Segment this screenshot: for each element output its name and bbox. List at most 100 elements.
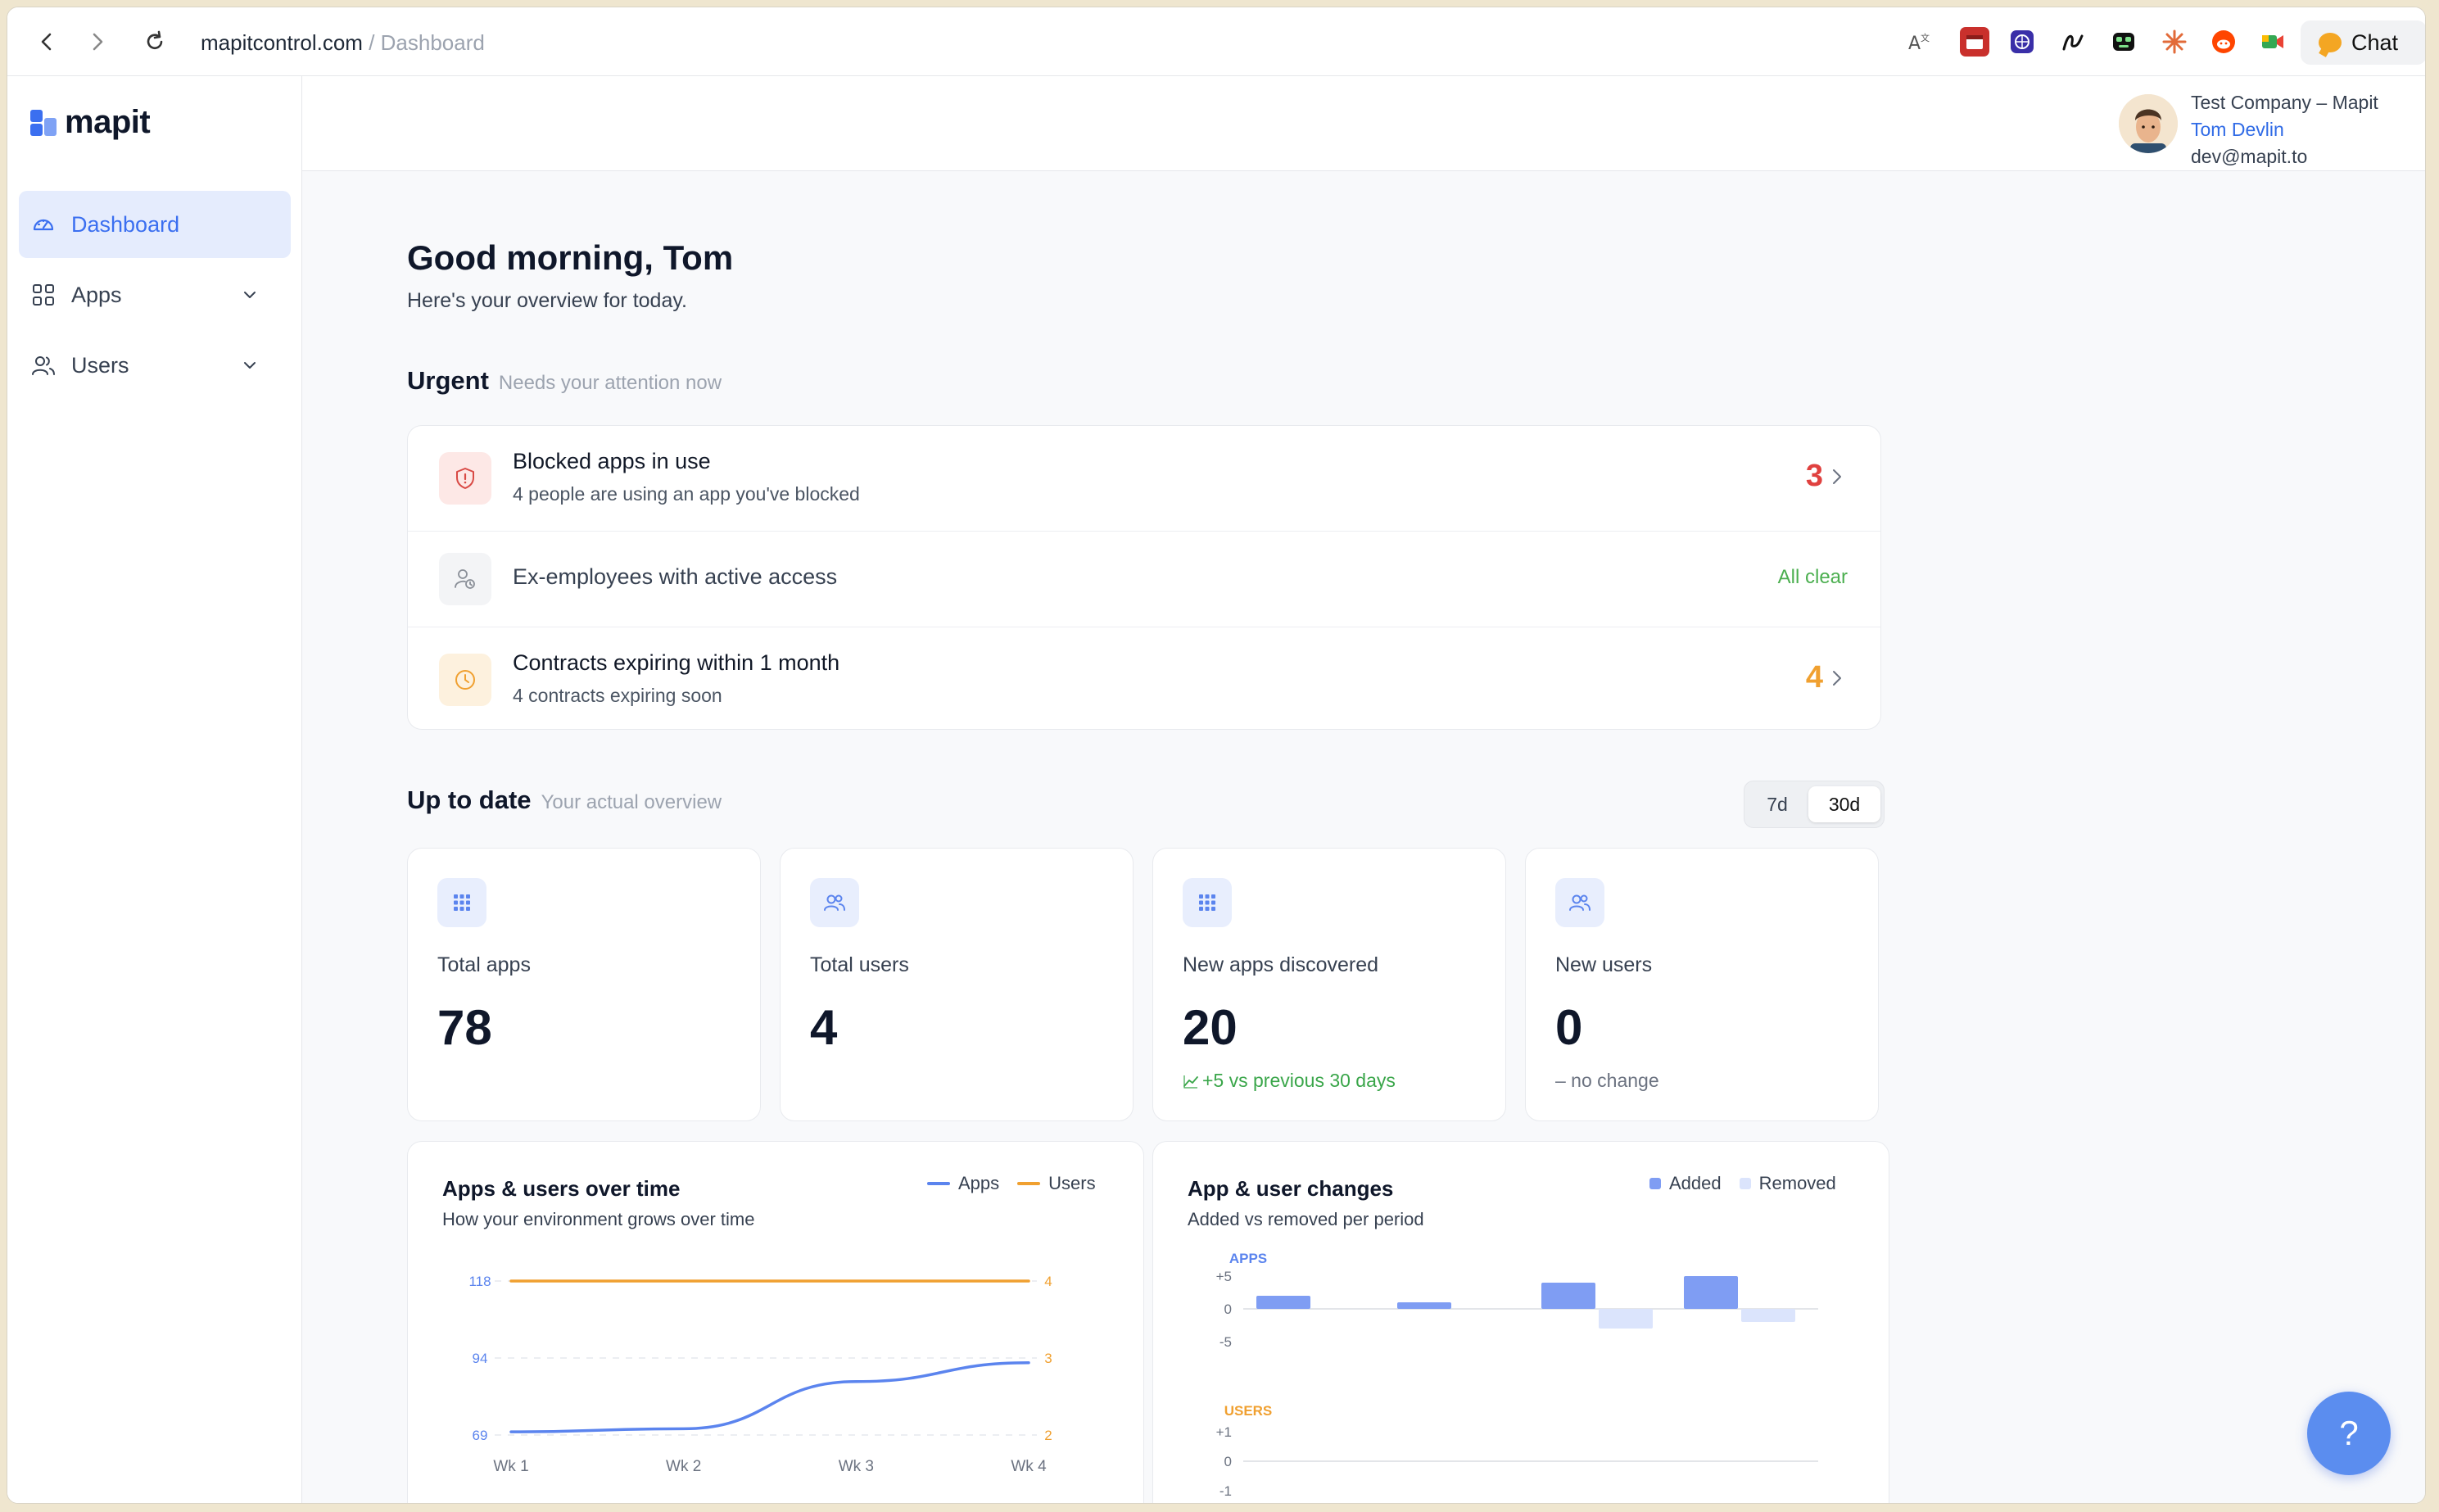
svg-text:A: A (1908, 34, 1921, 54)
help-label: ? (2339, 1414, 2359, 1452)
x-axis-tick: Wk 3 (839, 1458, 874, 1475)
y-axis-tick: 0 (1224, 1454, 1232, 1469)
company-name: Test Company – Mapit (2191, 92, 2378, 113)
stat-card-total-apps[interactable]: Total apps 78 (407, 848, 761, 1121)
uptodate-title: Up to date (407, 785, 532, 814)
logo-text: mapit (65, 104, 151, 140)
chat-button[interactable]: Chat (2301, 20, 2425, 65)
trend-up-icon (1183, 1075, 1198, 1089)
urgent-item-contracts[interactable]: Contracts expiring within 1 month 4 cont… (408, 627, 1880, 731)
stat-card-new-users[interactable]: New users 0 – no change (1525, 848, 1879, 1121)
url-domain: mapitcontrol.com (201, 30, 363, 55)
right-axis-tick: 2 (1044, 1428, 1052, 1443)
logo[interactable]: mapit (29, 104, 151, 141)
sidebar-item-label: Dashboard (71, 211, 180, 237)
bar-added (1541, 1283, 1595, 1309)
grid-icon (33, 284, 54, 306)
left-axis-tick: 69 (473, 1428, 488, 1443)
urgent-item-title: Blocked apps in use (513, 449, 711, 473)
y-axis-tick: +1 (1216, 1424, 1232, 1440)
page-title: Good morning, Tom (407, 238, 734, 277)
chart-title: Apps & users over time (442, 1176, 681, 1201)
legend-item-users[interactable]: Users (1017, 1173, 1096, 1194)
chart-card-growth: Apps & users over time How your environm… (407, 1141, 1144, 1503)
urgent-item-blocked-apps[interactable]: Blocked apps in use 4 people are using a… (408, 426, 1880, 531)
help-button[interactable]: ? (2307, 1392, 2391, 1475)
robot-extension-icon[interactable] (2109, 27, 2138, 57)
users-icon (32, 356, 55, 375)
avatar[interactable] (2119, 94, 2178, 153)
user-profile[interactable]: Test Company – Mapit Tom Devlin dev@mapi… (2191, 89, 2378, 170)
stat-value: 78 (437, 1000, 492, 1055)
reload-icon[interactable] (138, 25, 171, 58)
urgent-item-ex-employees[interactable]: Ex-employees with active access All clea… (408, 532, 1880, 627)
chevron-down-icon[interactable] (240, 355, 260, 375)
urgent-card: Blocked apps in use 4 people are using a… (407, 425, 1881, 730)
globe-extension-icon[interactable] (2007, 27, 2037, 57)
chevron-down-icon[interactable] (240, 285, 260, 305)
stat-card-total-users[interactable]: Total users 4 (780, 848, 1134, 1121)
urgent-item-title: Ex-employees with active access (513, 564, 838, 589)
left-axis-tick: 94 (473, 1351, 488, 1366)
main-content: Good morning, Tom Here's your overview f… (302, 171, 2425, 1503)
stat-value: 0 (1555, 1000, 1583, 1055)
chevron-right-icon[interactable] (1828, 669, 1846, 687)
stat-label: Total users (810, 953, 909, 976)
divider (408, 531, 1880, 532)
stat-card-new-apps[interactable]: New apps discovered 20 +5 vs previous 30… (1152, 848, 1506, 1121)
forward-icon[interactable] (81, 25, 114, 58)
gauge-icon (33, 219, 54, 231)
legend-label: Removed (1758, 1173, 1836, 1193)
urgent-heading: Urgent Needs your attention now (407, 366, 722, 396)
range-option-30d[interactable]: 30d (1808, 786, 1880, 822)
legend-label: Users (1048, 1173, 1096, 1193)
back-icon[interactable] (30, 25, 63, 58)
x-axis-tick: Wk 1 (493, 1458, 528, 1475)
urgent-item-title: Contracts expiring within 1 month (513, 650, 840, 675)
reddit-icon[interactable] (2209, 27, 2238, 57)
chevron-right-icon[interactable] (1828, 468, 1846, 486)
urgent-item-count: 4 (1805, 660, 1823, 695)
x-axis-tick: Wk 4 (1011, 1458, 1047, 1475)
sidebar-item-users[interactable]: Users (19, 332, 291, 399)
legend-item-added[interactable]: Added (1649, 1173, 1722, 1194)
address-bar[interactable]: mapitcontrol.com / Dashboard (201, 30, 485, 56)
pen-extension-icon[interactable] (2058, 27, 2088, 57)
calendar-extension-icon[interactable] (1960, 27, 1989, 57)
page-subtitle: Here's your overview for today. (407, 289, 687, 312)
legend-label: Added (1669, 1173, 1722, 1193)
range-option-7d[interactable]: 7d (1767, 793, 1788, 815)
stat-label: Total apps (437, 953, 531, 976)
stat-value: 4 (810, 1000, 838, 1055)
sidebar-item-dashboard[interactable]: Dashboard (19, 191, 291, 258)
changes-bar-chart: APPS +5 0 -5 USERS +1 0 -1 (1216, 1251, 1818, 1499)
legend-item-apps[interactable]: Apps (927, 1173, 999, 1194)
legend-item-removed[interactable]: Removed (1739, 1173, 1836, 1194)
chart-subtitle: How your environment grows over time (442, 1209, 755, 1229)
urgent-item-count: 3 (1805, 459, 1823, 493)
legend-label: Apps (958, 1173, 1000, 1193)
x-axis-tick: Wk 2 (666, 1458, 701, 1475)
asterisk-extension-icon[interactable] (2160, 27, 2189, 57)
growth-line-chart: 118 4 94 3 69 2 Wk 1 Wk 2 Wk 3 Wk 4 (468, 1274, 1052, 1475)
bar-added (1397, 1302, 1451, 1309)
urgent-item-subtitle: 4 contracts expiring soon (513, 685, 722, 706)
y-axis-tick: -1 (1220, 1483, 1232, 1499)
user-email: dev@mapit.to (2191, 146, 2308, 167)
chart-title: App & user changes (1188, 1176, 1394, 1201)
y-axis-tick: +5 (1216, 1269, 1232, 1284)
panel-label: USERS (1224, 1403, 1273, 1419)
left-axis-tick: 118 (468, 1274, 491, 1289)
urgent-item-subtitle: 4 people are using an app you've blocked (513, 483, 860, 505)
apps-grid-icon (437, 878, 486, 927)
y-axis-tick: 0 (1224, 1301, 1232, 1317)
sidebar-item-apps[interactable]: Apps (19, 261, 291, 328)
series-line-apps (509, 1361, 1030, 1433)
stat-label: New apps discovered (1183, 953, 1379, 976)
urgent-item-status: All clear (1777, 566, 1848, 588)
user-name[interactable]: Tom Devlin (2191, 119, 2284, 140)
meet-icon[interactable] (2258, 27, 2287, 57)
right-axis-tick: 4 (1044, 1274, 1052, 1289)
